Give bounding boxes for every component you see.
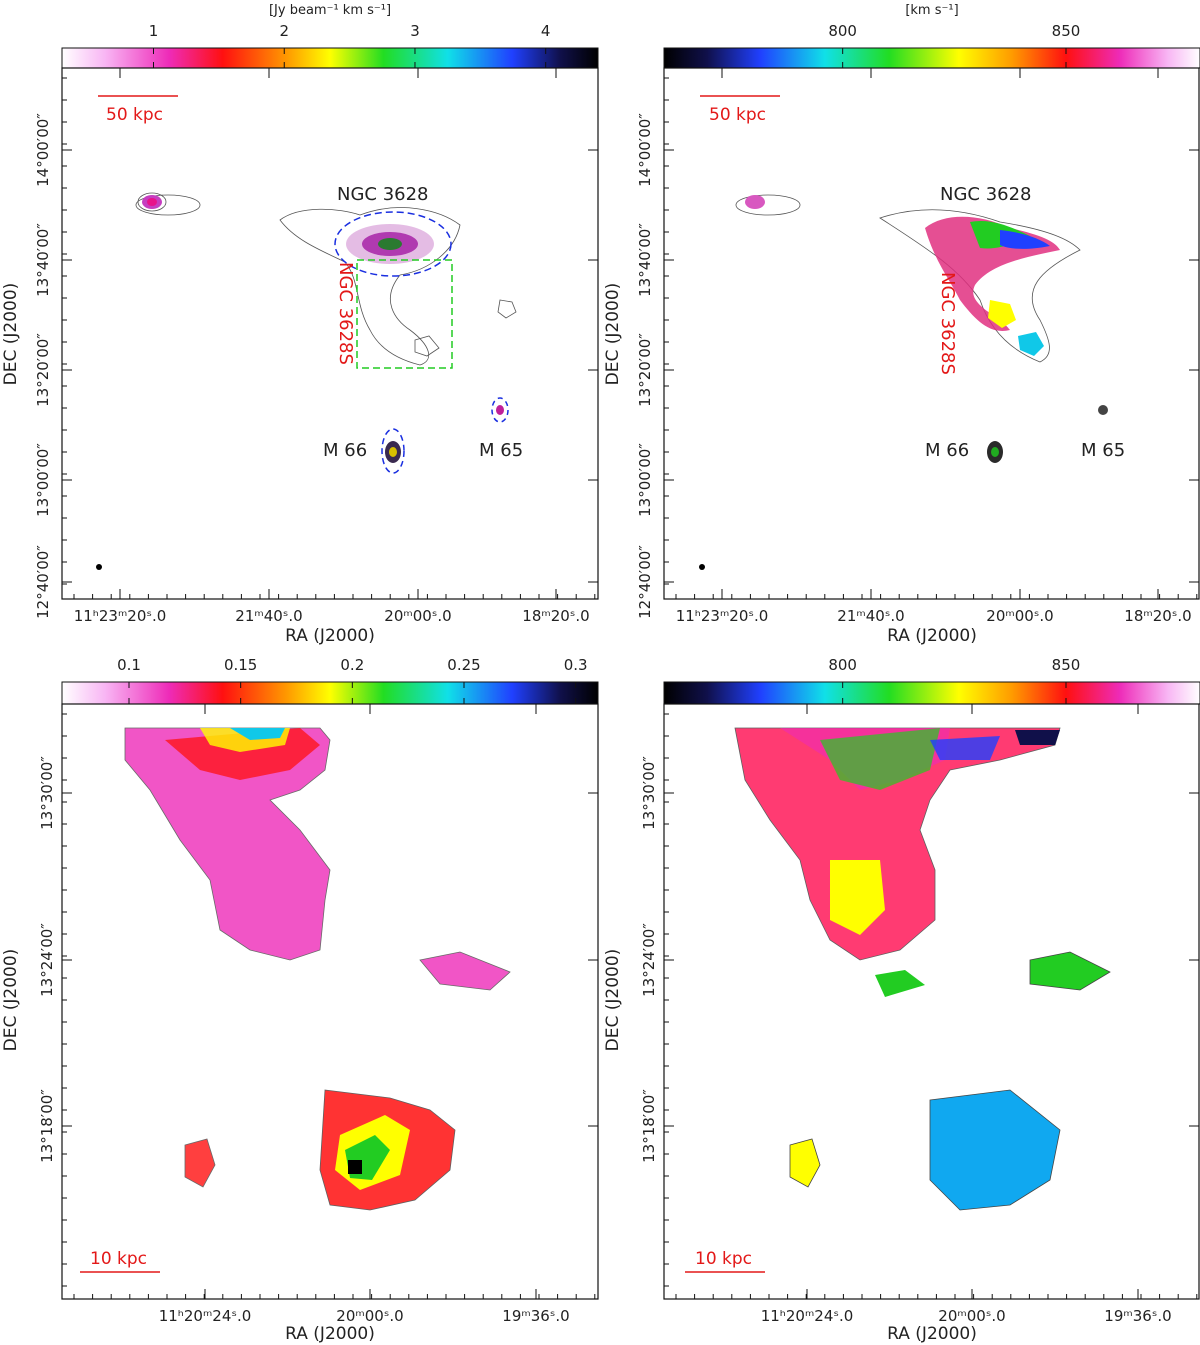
panel-br: 800 850 10 kpc 11ʰ20ᵐ24ˢ.0 20ᵐ00ˢ.0 19ᵐ36ˢ.…	[603, 656, 1200, 1344]
xaxis-tick-label: 21ᵐ40ˢ.0	[837, 607, 904, 625]
colorbar-tick-label: 2	[279, 22, 289, 40]
xaxis-tick-label: 19ᵐ36ˢ.0	[1104, 1307, 1171, 1325]
scalebar-label-bl: 10 kpc	[90, 1249, 147, 1269]
xaxis-tick-label: 11ʰ20ᵐ24ˢ.0	[761, 1307, 854, 1325]
colorbar-tr	[663, 47, 1200, 69]
colorbar-tick-label: 800	[828, 22, 857, 40]
yaxis-title-bl: DEC (J2000)	[1, 949, 21, 1052]
colorbar-tick-label: 0.25	[447, 656, 480, 674]
xaxis-tick-label: 19ᵐ36ˢ.0	[502, 1307, 569, 1325]
colorbar-tl	[61, 47, 599, 69]
colorbar-tick-label: 4	[541, 22, 551, 40]
colorbar-tick-label: 800	[828, 656, 857, 674]
colorbar-unit-tr: [km s⁻¹]	[905, 3, 958, 18]
yaxis-tick-label: 13°24′00″	[640, 923, 658, 997]
label-m66-tl: M 66	[323, 440, 367, 461]
xaxis-title-tr: RA (J2000)	[887, 626, 977, 646]
label-ngc3628s-tr: NGC 3628S	[937, 272, 958, 375]
colorbar-bl	[61, 681, 599, 705]
map-frame-br	[663, 703, 1200, 1300]
yaxis-tick-label: 12°40′00″	[34, 545, 52, 619]
colorbar-tick-label: 0.3	[564, 656, 588, 674]
yaxis-tick-label: 13°18′00″	[38, 1089, 56, 1163]
xaxis-tick-label: 20ᵐ00ˢ.0	[384, 607, 451, 625]
yaxis-tick-label: 13°00′00″	[34, 443, 52, 517]
scalebar-label-br: 10 kpc	[695, 1249, 752, 1269]
xaxis-title-tl: RA (J2000)	[285, 626, 375, 646]
label-ngc3628s-tl: NGC 3628S	[335, 262, 356, 365]
colorbar-tick-label: 0.1	[117, 656, 141, 674]
label-m65-tl: M 65	[479, 440, 523, 461]
label-m65-tr: M 65	[1081, 440, 1125, 461]
xaxis-title-br: RA (J2000)	[887, 1324, 977, 1344]
label-ngc3628-tl: NGC 3628	[337, 184, 429, 205]
panel-bl: 0.1 0.15 0.2 0.25 0.3 10 kpc 11ʰ20ᵐ24ˢ.0 20ᵐ0…	[1, 656, 599, 1344]
xaxis-tick-label: 20ᵐ00ˢ.0	[986, 607, 1053, 625]
colorbar-ticks-tr: 800 850	[828, 22, 1080, 68]
yaxis-tick-label: 14°00′00″	[34, 113, 52, 187]
xaxis-title-bl: RA (J2000)	[285, 1324, 375, 1344]
contours-tl	[135, 192, 517, 366]
map-frame-tl	[61, 67, 599, 600]
yaxis-tick-label: 13°00′00″	[636, 443, 654, 517]
label-ngc3628-tr: NGC 3628	[940, 184, 1032, 205]
colorbar-tick-label: 1	[149, 22, 159, 40]
scalebar-label-tl: 50 kpc	[106, 105, 163, 125]
yaxis-tick-label: 14°00′00″	[636, 113, 654, 187]
xaxis-tick-label: 11ʰ20ᵐ24ˢ.0	[159, 1307, 252, 1325]
yaxis-tick-label: 13°20′00″	[636, 333, 654, 407]
xaxis-tick-label: 11ʰ23ᵐ20ˢ.0	[74, 607, 167, 625]
map-frame-bl	[61, 703, 599, 1300]
colorbar-ticks-tl: 1 2 3 4	[149, 22, 551, 68]
map-frame-tr	[663, 67, 1200, 600]
panel-tr: [km s⁻¹] 800 850 50 kpc NGC 3628 NGC 3628…	[603, 3, 1200, 646]
label-m66-tr: M 66	[925, 440, 969, 461]
scalebar-label-tr: 50 kpc	[709, 105, 766, 125]
xaxis-tick-label: 11ʰ23ᵐ20ˢ.0	[676, 607, 769, 625]
xaxis-tick-label: 21ᵐ40ˢ.0	[235, 607, 302, 625]
colorbar-tick-label: 0.15	[224, 656, 257, 674]
colorbar-tick-label: 3	[410, 22, 420, 40]
yaxis-tick-label: 12°40′00″	[636, 545, 654, 619]
yaxis-tick-label: 13°30′00″	[640, 756, 658, 830]
xaxis-tick-label: 18ᵐ20ˢ.0	[522, 607, 589, 625]
yaxis-tick-label: 13°18′00″	[640, 1089, 658, 1163]
yaxis-tick-label: 13°30′00″	[38, 756, 56, 830]
colorbar-unit-tl: [Jy beam⁻¹ km s⁻¹]	[269, 3, 391, 18]
xaxis-tick-label: 20ᵐ00ˢ.0	[336, 1307, 403, 1325]
colorbar-tick-label: 850	[1052, 656, 1081, 674]
yaxis-tick-label: 13°40′00″	[34, 223, 52, 297]
colorbar-tick-label: 850	[1052, 22, 1081, 40]
yaxis-title-br: DEC (J2000)	[603, 949, 623, 1052]
yaxis-title-tl: DEC (J2000)	[1, 283, 21, 386]
xaxis-tick-label: 18ᵐ20ˢ.0	[1124, 607, 1191, 625]
yaxis-title-tr: DEC (J2000)	[603, 283, 623, 386]
yaxis-tick-label: 13°20′00″	[34, 333, 52, 407]
xaxis-tick-label: 20ᵐ00ˢ.0	[938, 1307, 1005, 1325]
colorbar-tick-label: 0.2	[340, 656, 364, 674]
colorbar-br	[663, 681, 1200, 705]
yaxis-tick-label: 13°40′00″	[636, 223, 654, 297]
yaxis-tick-label: 13°24′00″	[38, 923, 56, 997]
